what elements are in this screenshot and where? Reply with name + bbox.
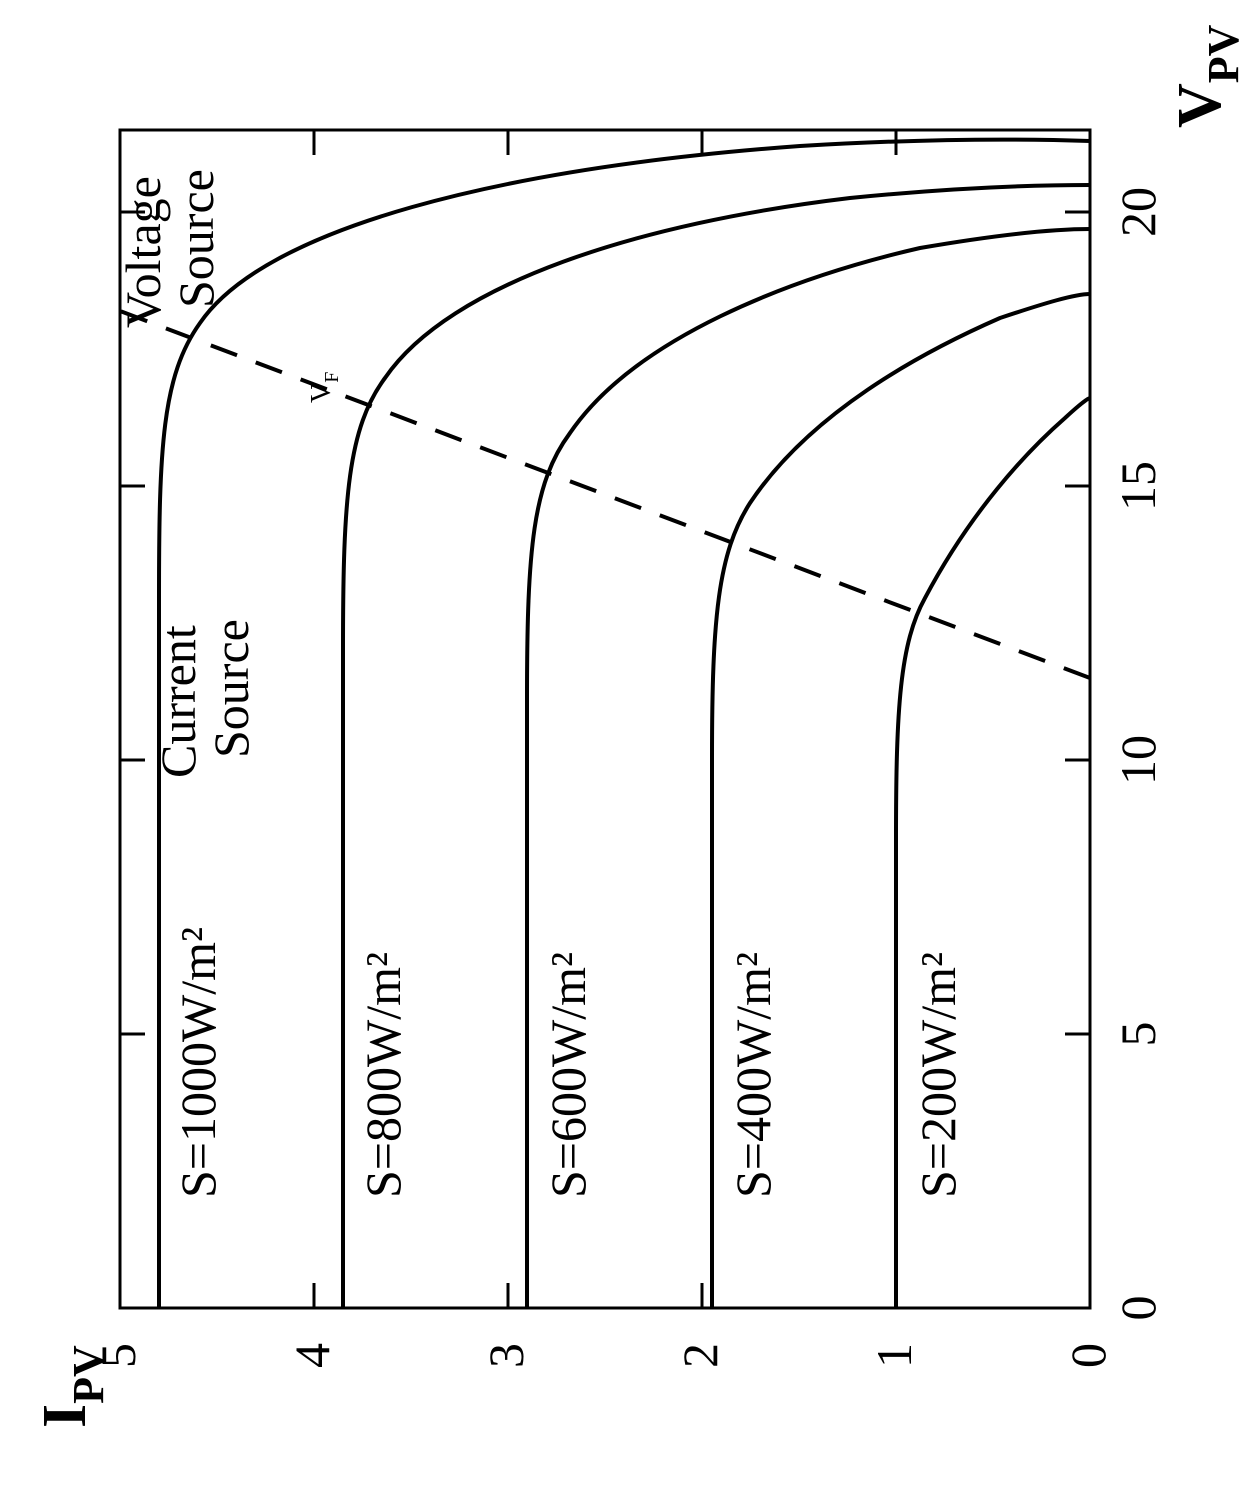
label-voltage-source-1: Voltage xyxy=(115,176,171,328)
svg-text:1: 1 xyxy=(866,1343,922,1368)
chart-svg: 0 1 2 3 4 5 0 5 10 15 20 xyxy=(0,0,1240,1498)
svg-text:5: 5 xyxy=(1110,1022,1166,1047)
svg-text:20: 20 xyxy=(1110,187,1166,237)
region-divider-line xyxy=(120,311,1090,678)
y-axis-title: IPV xyxy=(31,1345,113,1428)
label-s600: S=600W/m² xyxy=(540,952,596,1198)
iv-curve-chart: 0 1 2 3 4 5 0 5 10 15 20 xyxy=(0,0,1240,1498)
svg-text:10: 10 xyxy=(1110,735,1166,785)
x-axis-title: VPV xyxy=(1166,24,1240,128)
curve-s800 xyxy=(343,185,1090,1308)
svg-text:0: 0 xyxy=(1110,1296,1166,1321)
label-vf: VF xyxy=(306,372,343,403)
curve-s600 xyxy=(527,229,1090,1308)
svg-text:0: 0 xyxy=(1060,1343,1116,1368)
label-s200: S=200W/m² xyxy=(910,952,966,1198)
svg-text:4: 4 xyxy=(284,1343,340,1368)
label-s800: S=800W/m² xyxy=(355,952,411,1198)
svg-text:2: 2 xyxy=(672,1343,728,1368)
label-current-source-1: Current xyxy=(150,625,206,778)
label-s400: S=400W/m² xyxy=(725,952,781,1198)
svg-text:15: 15 xyxy=(1110,461,1166,511)
y-tick-labels: 0 1 2 3 4 5 xyxy=(90,1343,1116,1368)
label-voltage-source-2: Source xyxy=(168,169,224,308)
label-s1000: S=1000W/m² xyxy=(170,927,226,1198)
label-current-source-2: Source xyxy=(203,619,259,758)
svg-text:3: 3 xyxy=(478,1343,534,1368)
x-tick-labels: 0 5 10 15 20 xyxy=(1110,187,1166,1321)
